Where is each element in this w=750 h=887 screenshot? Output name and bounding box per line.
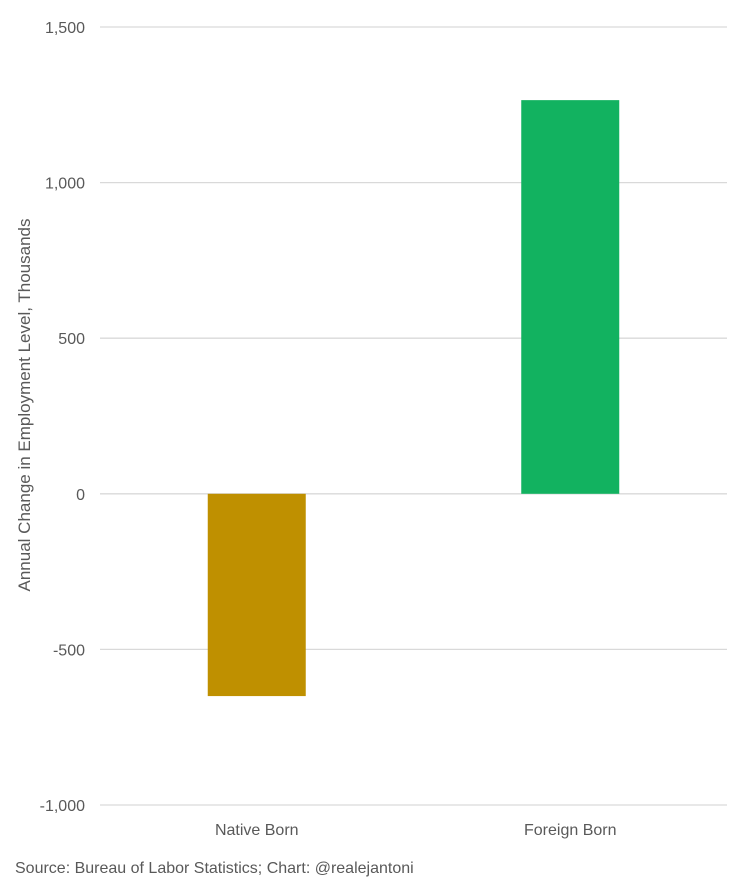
y-axis-title: Annual Change in Employment Level, Thous…	[15, 219, 34, 592]
x-category-label: Foreign Born	[524, 822, 617, 839]
gridlines	[100, 26, 727, 806]
source-note: Source: Bureau of Labor Statistics; Char…	[15, 860, 414, 877]
bars	[207, 100, 620, 697]
y-tick-label: 500	[58, 331, 85, 348]
x-axis-categories: Native Born Foreign Born	[215, 822, 617, 839]
y-tick-label: -500	[53, 642, 85, 659]
y-axis-ticks: -1,000 -500 0 500 1,000 1,500	[40, 20, 85, 815]
x-category-label: Native Born	[215, 822, 299, 839]
bar-native-born	[207, 493, 306, 697]
bar-foreign-born	[521, 100, 620, 494]
y-tick-label: -1,000	[40, 798, 85, 815]
y-tick-label: 0	[76, 487, 85, 504]
y-tick-label: 1,000	[45, 176, 85, 193]
y-tick-label: 1,500	[45, 20, 85, 37]
